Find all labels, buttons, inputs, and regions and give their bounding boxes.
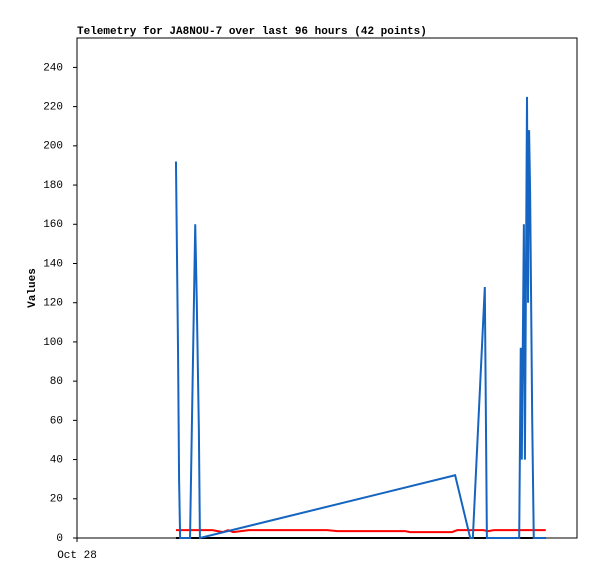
y-tick-label: 60 — [50, 415, 63, 427]
y-axis-label: Values — [27, 268, 39, 308]
y-tick-label: 220 — [43, 102, 63, 114]
y-tick-label: 160 — [43, 219, 63, 231]
y-tick-label: 120 — [43, 298, 63, 310]
y-tick-label: 80 — [50, 376, 63, 388]
y-tick-label: 40 — [50, 454, 63, 466]
y-tick-label: 100 — [43, 337, 63, 349]
plot-frame — [76, 37, 578, 539]
y-tick-label: 0 — [56, 533, 63, 545]
y-tick-label: 180 — [43, 180, 63, 192]
y-tick-label: 200 — [43, 141, 63, 153]
x-tick-label: Oct 28 — [57, 550, 97, 562]
y-tick-label: 20 — [50, 494, 63, 506]
chart-title: Telemetry for JA8NOU-7 over last 96 hour… — [77, 26, 427, 38]
series-line — [174, 96, 546, 540]
y-tick-label: 240 — [43, 62, 63, 74]
y-tick-label: 140 — [43, 258, 63, 270]
